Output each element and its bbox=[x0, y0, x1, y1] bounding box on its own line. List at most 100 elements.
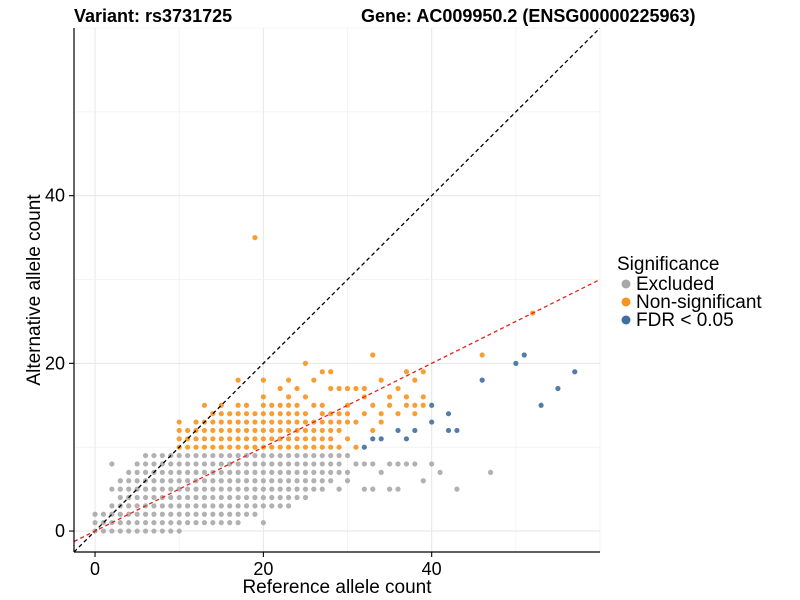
data-point bbox=[277, 411, 283, 417]
data-point bbox=[252, 494, 258, 501]
data-point bbox=[176, 427, 182, 434]
data-point bbox=[378, 469, 384, 475]
data-point bbox=[235, 503, 241, 509]
data-point bbox=[176, 528, 182, 534]
data-point bbox=[294, 385, 300, 392]
data-point bbox=[134, 461, 140, 467]
data-point bbox=[395, 411, 401, 417]
data-point bbox=[445, 411, 452, 417]
data-point bbox=[92, 511, 98, 517]
data-point bbox=[454, 486, 460, 492]
data-point bbox=[403, 436, 410, 442]
data-point bbox=[151, 511, 157, 517]
data-point bbox=[252, 461, 258, 467]
data-point bbox=[269, 444, 275, 450]
data-point bbox=[159, 520, 165, 526]
data-point bbox=[395, 461, 401, 467]
data-point bbox=[319, 419, 325, 425]
data-point bbox=[126, 520, 132, 526]
data-point bbox=[277, 452, 283, 459]
data-point bbox=[336, 469, 342, 475]
data-point bbox=[336, 411, 342, 417]
data-point bbox=[126, 503, 132, 509]
data-point bbox=[269, 427, 275, 434]
data-point bbox=[429, 461, 435, 467]
data-point bbox=[269, 503, 275, 509]
data-point bbox=[387, 461, 393, 467]
data-point bbox=[185, 427, 191, 434]
data-point bbox=[454, 427, 460, 434]
data-point bbox=[176, 419, 182, 425]
data-point bbox=[521, 352, 527, 358]
data-point bbox=[294, 402, 300, 408]
data-point bbox=[277, 461, 283, 467]
data-point bbox=[319, 478, 325, 484]
data-point bbox=[193, 444, 199, 450]
data-point bbox=[311, 377, 317, 383]
data-point bbox=[193, 469, 199, 475]
data-point bbox=[260, 427, 266, 434]
data-point bbox=[210, 520, 216, 526]
data-point bbox=[260, 494, 266, 501]
data-point bbox=[260, 411, 266, 417]
data-point bbox=[370, 461, 376, 467]
data-point bbox=[294, 436, 300, 442]
data-point bbox=[142, 528, 149, 534]
data-point bbox=[210, 452, 216, 459]
data-point bbox=[227, 461, 233, 467]
data-point bbox=[302, 461, 309, 467]
data-point bbox=[227, 419, 233, 425]
data-point bbox=[235, 427, 241, 434]
data-point bbox=[328, 461, 334, 467]
data-point bbox=[151, 478, 157, 484]
data-point bbox=[336, 452, 342, 459]
data-point bbox=[243, 436, 250, 442]
data-point bbox=[117, 494, 123, 501]
data-point bbox=[193, 520, 199, 526]
data-point bbox=[168, 528, 174, 534]
data-point bbox=[269, 469, 275, 475]
data-point bbox=[286, 427, 292, 434]
data-point bbox=[227, 486, 233, 492]
data-point bbox=[302, 478, 309, 484]
data-point bbox=[286, 469, 292, 475]
data-point bbox=[151, 520, 157, 526]
data-point bbox=[294, 461, 300, 467]
data-point bbox=[109, 503, 115, 509]
data-point bbox=[302, 436, 309, 442]
data-point bbox=[445, 427, 452, 434]
data-point bbox=[252, 419, 258, 425]
data-point bbox=[302, 411, 309, 417]
data-point bbox=[168, 511, 174, 517]
data-point bbox=[235, 469, 241, 475]
data-point bbox=[159, 528, 165, 534]
data-point bbox=[319, 436, 325, 442]
data-point bbox=[286, 444, 292, 450]
data-point bbox=[479, 352, 485, 358]
data-point bbox=[412, 411, 418, 417]
data-point bbox=[168, 486, 174, 492]
data-point bbox=[142, 461, 149, 467]
data-point bbox=[260, 436, 266, 442]
data-point bbox=[142, 486, 149, 492]
data-point bbox=[218, 469, 224, 475]
data-point bbox=[361, 411, 367, 417]
data-point bbox=[378, 411, 384, 417]
data-point bbox=[479, 377, 485, 383]
data-point bbox=[142, 494, 149, 501]
data-point bbox=[294, 444, 300, 450]
data-point bbox=[277, 427, 283, 434]
data-point bbox=[126, 469, 132, 475]
data-point bbox=[336, 385, 342, 392]
data-point bbox=[429, 419, 435, 425]
data-point bbox=[395, 486, 401, 492]
data-point bbox=[235, 436, 241, 442]
data-point bbox=[235, 411, 241, 417]
data-point bbox=[403, 402, 410, 408]
data-point bbox=[235, 511, 241, 517]
data-point bbox=[328, 427, 334, 434]
data-point bbox=[227, 411, 233, 417]
data-point bbox=[201, 469, 208, 475]
data-point bbox=[277, 494, 283, 501]
